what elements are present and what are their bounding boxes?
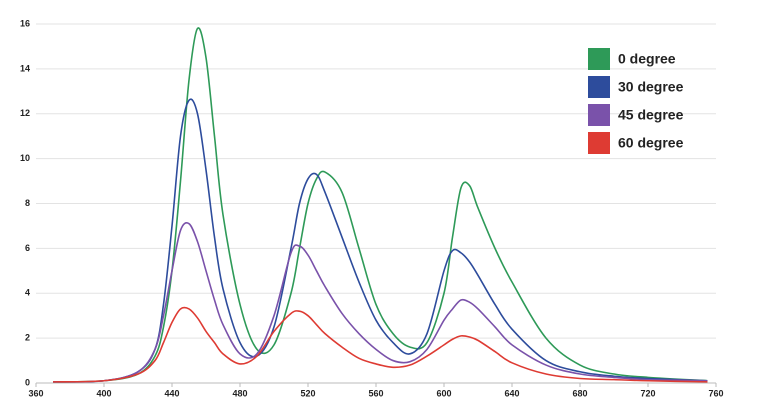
- y-tick-label: 16: [20, 18, 30, 28]
- x-tick-label: 600: [436, 388, 451, 398]
- series-line: [52, 98, 708, 383]
- series-line: [52, 27, 708, 383]
- x-tick-label: 760: [708, 388, 723, 398]
- y-tick-label: 10: [20, 153, 30, 163]
- x-tick-label: 520: [300, 388, 315, 398]
- x-tick-label: 480: [232, 388, 247, 398]
- y-tick-label: 12: [20, 108, 30, 118]
- legend-swatch: [588, 48, 610, 70]
- legend-swatch: [588, 76, 610, 98]
- x-tick-label: 400: [96, 388, 111, 398]
- y-tick-label: 6: [25, 243, 30, 253]
- x-tick-label: 680: [572, 388, 587, 398]
- legend-label: 30 degree: [618, 79, 684, 95]
- y-tick-label: 8: [25, 198, 30, 208]
- legend-swatch: [588, 104, 610, 126]
- y-tick-label: 14: [20, 63, 30, 73]
- y-tick-label: 0: [25, 377, 30, 387]
- series-line: [52, 306, 708, 383]
- legend-label: 0 degree: [618, 51, 676, 67]
- x-tick-label: 560: [368, 388, 383, 398]
- legend-label: 60 degree: [618, 135, 684, 151]
- y-tick-label: 4: [25, 288, 30, 298]
- series-line: [52, 222, 708, 383]
- y-tick-label: 2: [25, 333, 30, 343]
- x-tick-label: 640: [504, 388, 519, 398]
- x-tick-label: 440: [164, 388, 179, 398]
- legend-swatch: [588, 132, 610, 154]
- x-tick-label: 360: [28, 388, 43, 398]
- x-tick-label: 720: [640, 388, 655, 398]
- legend-label: 45 degree: [618, 107, 684, 123]
